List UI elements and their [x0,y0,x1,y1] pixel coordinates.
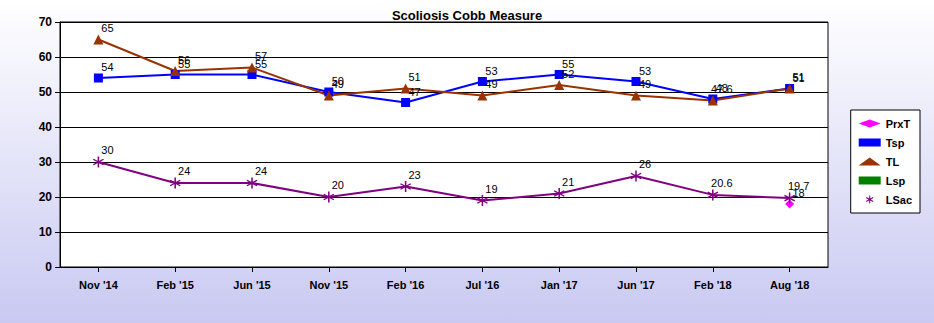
svg-text:20: 20 [332,179,344,191]
svg-text:60: 60 [39,50,53,64]
svg-text:23: 23 [408,169,420,181]
svg-text:Aug '18: Aug '18 [770,279,809,291]
svg-text:26: 26 [639,158,651,170]
svg-text:Jul '16: Jul '16 [465,279,499,291]
svg-text:Feb '15: Feb '15 [156,279,193,291]
svg-text:Nov '14: Nov '14 [79,279,119,291]
svg-text:53: 53 [485,65,497,77]
svg-text:Jun '15: Jun '15 [233,279,270,291]
svg-text:52: 52 [562,68,574,80]
svg-text:19.7: 19.7 [788,180,809,192]
svg-text:56: 56 [178,54,190,66]
svg-text:Jan '17: Jan '17 [541,279,578,291]
svg-text:40: 40 [39,120,53,134]
svg-text:PrxT: PrxT [886,118,911,130]
svg-text:53: 53 [639,65,651,77]
svg-text:51: 51 [408,71,420,83]
svg-text:65: 65 [101,22,113,34]
svg-text:49: 49 [639,78,651,90]
svg-text:Feb '18: Feb '18 [694,279,731,291]
svg-text:0: 0 [45,260,52,274]
svg-text:Nov '15: Nov '15 [309,279,348,291]
svg-text:54: 54 [101,61,113,73]
svg-text:55: 55 [254,57,268,70]
svg-text:30: 30 [39,155,53,169]
svg-text:24: 24 [178,165,190,177]
svg-text:20: 20 [39,190,53,204]
svg-text:47: 47 [408,86,420,98]
svg-text:Tsp: Tsp [886,137,905,149]
svg-text:70: 70 [39,15,53,29]
svg-text:Jun '17: Jun '17 [617,279,654,291]
svg-text:30: 30 [101,144,113,156]
svg-text:57: 57 [255,50,267,62]
svg-text:10: 10 [39,225,53,239]
svg-text:24: 24 [255,165,267,177]
svg-text:51: 51 [792,72,804,84]
svg-text:TL: TL [886,156,900,168]
svg-text:LSac: LSac [886,194,912,206]
svg-text:51: 51 [792,71,804,83]
svg-text:Lsp: Lsp [886,175,906,187]
svg-text:47.6: 47.6 [711,83,732,95]
svg-text:Feb '16: Feb '16 [387,279,424,291]
svg-text:49: 49 [332,78,344,90]
svg-text:49: 49 [485,78,497,90]
svg-text:20.6: 20.6 [711,177,732,189]
svg-text:18: 18 [792,187,805,199]
svg-text:55: 55 [562,57,575,70]
svg-text:Scoliosis Cobb Measure: Scoliosis Cobb Measure [392,8,542,23]
svg-text:50: 50 [39,85,53,99]
svg-text:21: 21 [562,176,574,188]
svg-text:19: 19 [485,183,497,195]
